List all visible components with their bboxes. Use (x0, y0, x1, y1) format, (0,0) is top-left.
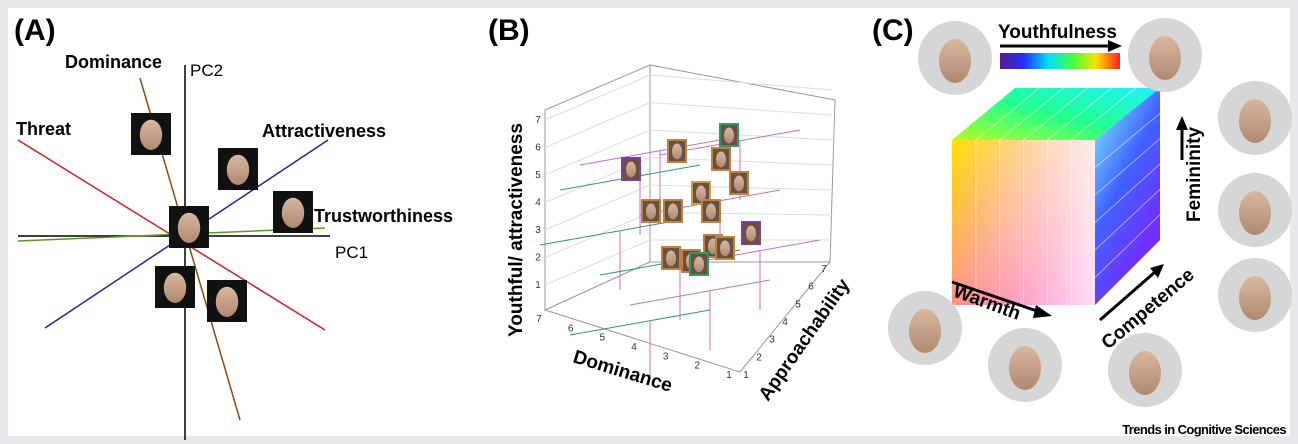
tick-label: 6 (535, 143, 541, 154)
tick-label: 1 (535, 280, 541, 291)
face (164, 273, 186, 303)
tick-label: 5 (600, 333, 606, 344)
panel-label: (B) (488, 14, 530, 47)
face (626, 162, 636, 178)
tick-label: 7 (535, 115, 541, 126)
tick-label: 2 (756, 352, 762, 363)
tick-label: 4 (631, 342, 637, 353)
face (706, 204, 716, 220)
face (646, 204, 656, 220)
face (939, 39, 971, 83)
face (720, 241, 730, 257)
color-bar (1000, 53, 1120, 69)
face (282, 198, 304, 228)
face (1149, 36, 1181, 80)
face (1239, 191, 1271, 235)
face (1239, 276, 1271, 320)
face (1129, 351, 1161, 395)
trait-label: Dominance (65, 52, 162, 72)
footer: Trends in Cognitive Sciences (1122, 422, 1286, 437)
tick-label: 1 (743, 370, 749, 381)
trait-label: Threat (16, 119, 71, 139)
tick-label: 3 (663, 351, 669, 362)
tick-label: 2 (535, 253, 541, 264)
panel-label: (A) (14, 14, 56, 47)
tick-label: 7 (536, 314, 542, 325)
face (227, 155, 249, 185)
tick-label: 2 (695, 361, 701, 372)
tick-label: 3 (769, 335, 775, 346)
tick-label: 3 (535, 225, 541, 236)
face (1239, 99, 1271, 143)
trait-label: Trustworthiness (314, 206, 453, 226)
tick-label: 5 (535, 170, 541, 181)
axis-title: Youthful/ attractiveness (506, 123, 527, 337)
face (666, 251, 676, 267)
trait-label: Attractiveness (262, 121, 386, 141)
face (746, 226, 756, 242)
face (694, 257, 704, 273)
face (216, 287, 238, 317)
tick-label: 7 (821, 264, 827, 275)
tick-label: 4 (782, 317, 788, 328)
face (696, 186, 706, 202)
face (1009, 346, 1041, 390)
face (668, 204, 678, 220)
face (140, 120, 162, 150)
face (724, 128, 734, 144)
axis-label: PC2 (190, 61, 223, 80)
face (178, 213, 200, 243)
panel-label: (C) (872, 14, 914, 47)
tick-label: 5 (795, 299, 801, 310)
face (716, 152, 726, 168)
face (909, 309, 941, 353)
tick-label: 4 (535, 198, 541, 209)
tick-label: 1 (726, 370, 732, 381)
dimension-label: Youthfulness (998, 22, 1117, 43)
face (672, 144, 682, 160)
axis-label: PC1 (335, 243, 368, 262)
face (734, 176, 744, 192)
tick-label: 6 (808, 282, 814, 293)
dimension-label: Femininity (1184, 127, 1205, 222)
tick-label: 6 (568, 323, 574, 334)
figure: (A) Dominance PC2 Threat Attractiveness … (0, 0, 1298, 444)
